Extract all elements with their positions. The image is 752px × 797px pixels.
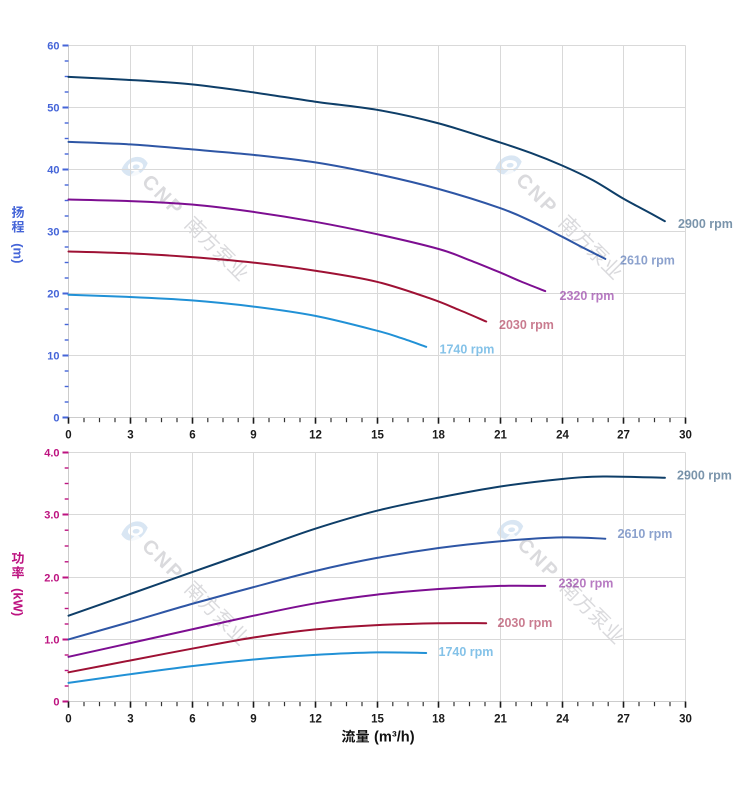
svg-text:18: 18: [432, 714, 445, 726]
svg-text:2900 rpm: 2900 rpm: [677, 468, 732, 482]
svg-text:12: 12: [309, 714, 322, 726]
svg-text:24: 24: [556, 430, 569, 442]
svg-text:2610 rpm: 2610 rpm: [618, 527, 673, 541]
svg-text:27: 27: [617, 430, 630, 442]
svg-text:0: 0: [53, 697, 59, 709]
svg-text:4.0: 4.0: [44, 448, 59, 460]
svg-text:30: 30: [679, 430, 692, 442]
svg-text:15: 15: [371, 714, 384, 726]
svg-text:0: 0: [53, 413, 59, 425]
svg-text:18: 18: [432, 430, 445, 442]
svg-text:9: 9: [250, 430, 256, 442]
svg-text:50: 50: [47, 103, 59, 115]
svg-text:3.0: 3.0: [44, 510, 59, 522]
svg-text:(m): (m): [11, 243, 26, 263]
svg-text:15: 15: [371, 430, 384, 442]
svg-text:21: 21: [494, 714, 507, 726]
svg-text:2320 rpm: 2320 rpm: [560, 289, 615, 303]
svg-text:24: 24: [556, 714, 569, 726]
svg-text:30: 30: [47, 227, 59, 239]
svg-text:40: 40: [47, 165, 59, 177]
svg-text:20: 20: [47, 289, 59, 301]
svg-text:(kW): (kW): [11, 588, 26, 616]
svg-text:2030 rpm: 2030 rpm: [498, 616, 553, 630]
svg-text:(m³/h): (m³/h): [370, 730, 415, 746]
svg-text:0: 0: [65, 430, 71, 442]
svg-text:6: 6: [189, 430, 195, 442]
svg-text:30: 30: [679, 714, 692, 726]
svg-text:0: 0: [65, 714, 71, 726]
svg-text:1740 rpm: 1740 rpm: [440, 342, 495, 356]
svg-text:2.0: 2.0: [44, 573, 59, 585]
svg-text:27: 27: [617, 714, 630, 726]
svg-text:6: 6: [189, 714, 195, 726]
svg-text:9: 9: [250, 714, 256, 726]
svg-text:3: 3: [127, 714, 133, 726]
svg-text:1740 rpm: 1740 rpm: [439, 645, 494, 659]
svg-text:2030 rpm: 2030 rpm: [499, 318, 554, 332]
svg-text:2320 rpm: 2320 rpm: [559, 576, 614, 590]
svg-text:1.0: 1.0: [44, 635, 59, 647]
svg-text:60: 60: [47, 41, 59, 53]
svg-text:2610 rpm: 2610 rpm: [620, 253, 675, 267]
svg-text:2900 rpm: 2900 rpm: [678, 217, 733, 231]
svg-text:3: 3: [127, 430, 133, 442]
svg-text:21: 21: [494, 430, 507, 442]
svg-text:12: 12: [309, 430, 322, 442]
svg-text:10: 10: [47, 351, 59, 363]
